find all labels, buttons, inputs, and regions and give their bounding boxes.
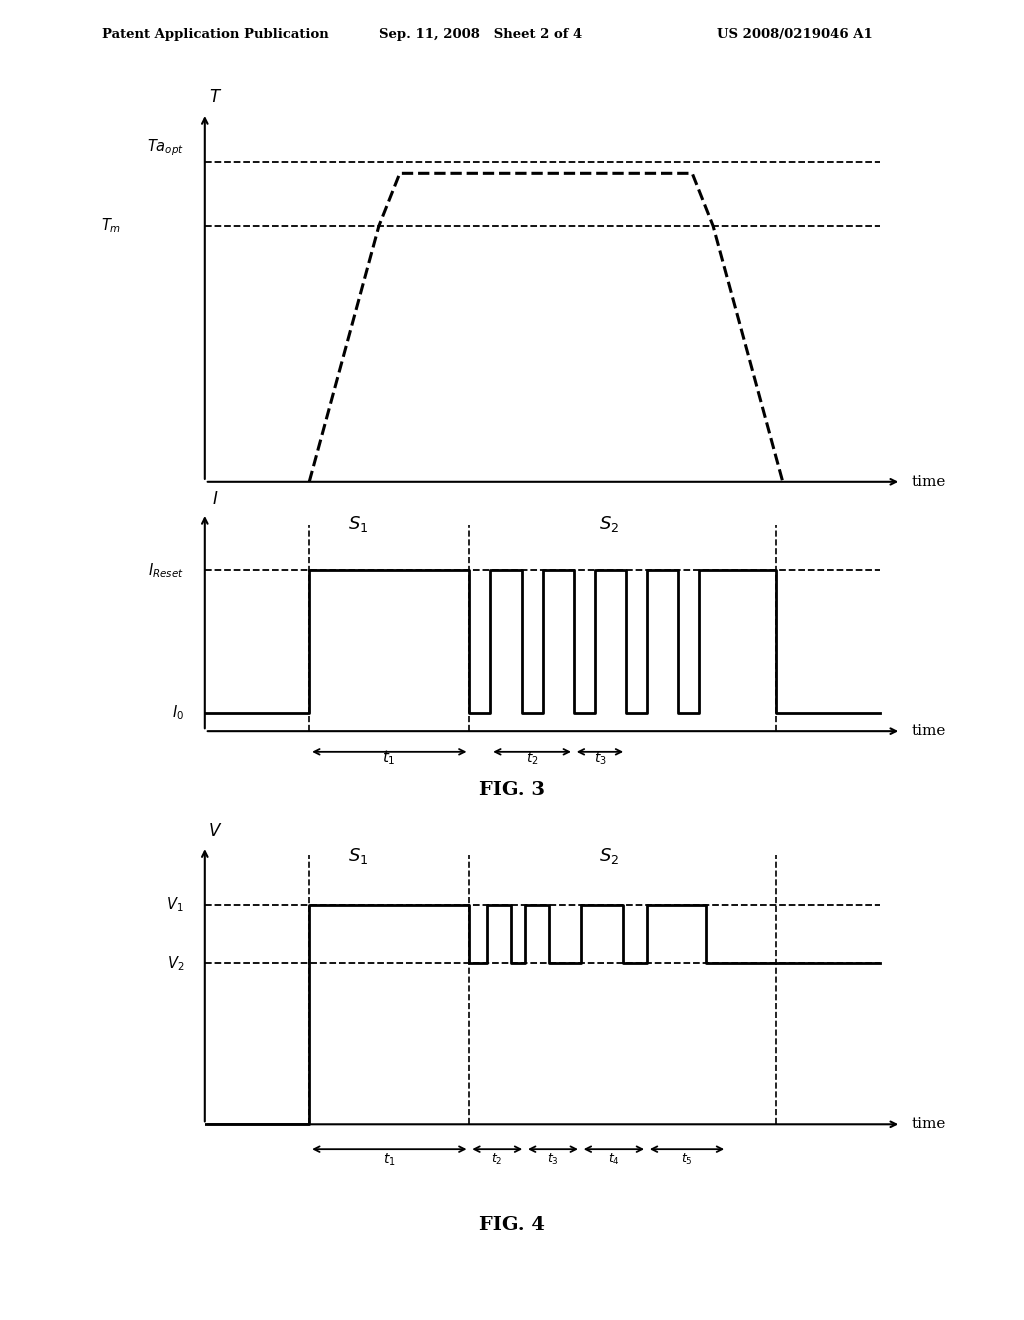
- Text: time: time: [911, 725, 946, 738]
- Text: Patent Application Publication: Patent Application Publication: [102, 28, 329, 41]
- Text: $T_m$: $T_m$: [101, 216, 121, 235]
- Text: $t_4$: $t_4$: [608, 1152, 620, 1167]
- Text: time: time: [911, 475, 946, 488]
- Text: $I$: $I$: [212, 491, 218, 508]
- Text: $S_1$: $S_1$: [348, 515, 369, 535]
- Text: $t_1$: $t_1$: [383, 748, 396, 767]
- Text: $Ta_{opt}$: $Ta_{opt}$: [146, 137, 184, 158]
- Text: $t_3$: $t_3$: [547, 1152, 559, 1167]
- Text: $S_1$: $S_1$: [348, 846, 369, 866]
- Text: FIG. 4: FIG. 4: [479, 1216, 545, 1234]
- Text: $t_2$: $t_2$: [525, 750, 539, 767]
- Text: $V$: $V$: [208, 824, 222, 841]
- Text: $t_5$: $t_5$: [681, 1152, 693, 1167]
- Text: $T$: $T$: [209, 88, 222, 106]
- Text: $S_2$: $S_2$: [599, 515, 618, 535]
- Text: $S_2$: $S_2$: [599, 846, 618, 866]
- Text: FIG. 3: FIG. 3: [479, 780, 545, 799]
- Text: $I_{Reset}$: $I_{Reset}$: [148, 561, 184, 579]
- Text: $V_1$: $V_1$: [167, 895, 184, 915]
- Text: $t_2$: $t_2$: [492, 1152, 503, 1167]
- Text: $I_0$: $I_0$: [172, 704, 184, 722]
- Text: US 2008/0219046 A1: US 2008/0219046 A1: [717, 28, 872, 41]
- Text: time: time: [911, 1117, 946, 1131]
- Text: $V_2$: $V_2$: [167, 954, 184, 973]
- Text: $t_1$: $t_1$: [383, 1151, 395, 1168]
- Text: Sep. 11, 2008   Sheet 2 of 4: Sep. 11, 2008 Sheet 2 of 4: [379, 28, 582, 41]
- Text: $t_3$: $t_3$: [594, 750, 606, 767]
